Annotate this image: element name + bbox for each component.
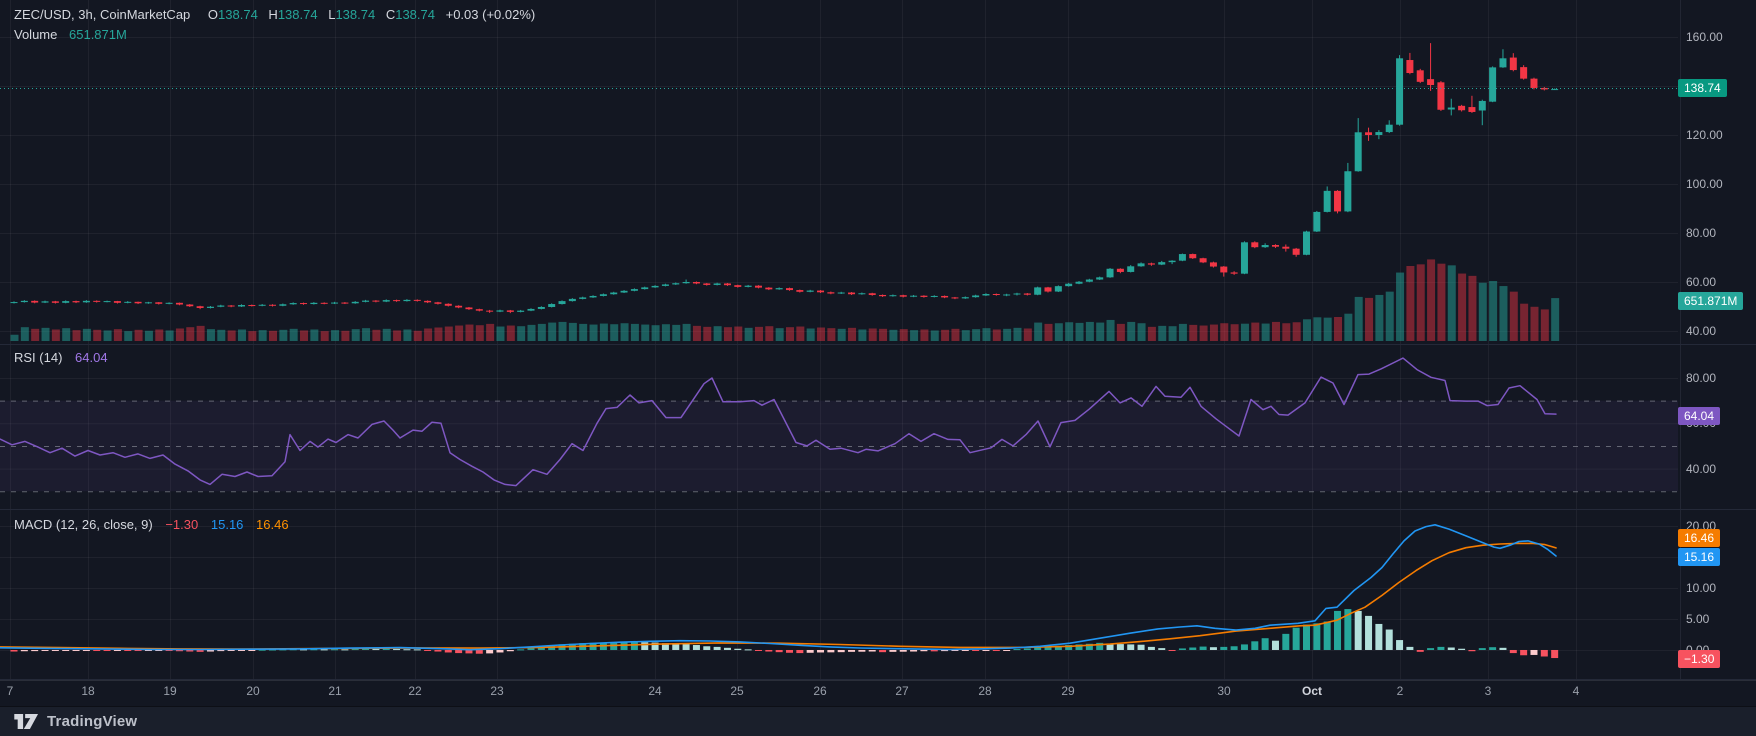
- macd-title[interactable]: MACD (12, 26, close, 9): [14, 517, 153, 532]
- rsi-legend: RSI (14) 64.04: [14, 350, 108, 365]
- time-axis-label: 22: [408, 684, 422, 698]
- pane-separator[interactable]: [0, 509, 1756, 510]
- time-axis-label: 4: [1572, 684, 1580, 698]
- price-axis-label: 60.00: [1686, 274, 1717, 289]
- price-axis-label: 80.00: [1686, 225, 1717, 240]
- pane-separator[interactable]: [0, 344, 1756, 345]
- low-label: L: [328, 7, 336, 22]
- macd-legend: MACD (12, 26, close, 9) −1.30 15.16 16.4…: [14, 517, 289, 532]
- time-axis-label: 25: [730, 684, 744, 698]
- time-axis-label: 23: [490, 684, 504, 698]
- price-axis[interactable]: [1680, 0, 1756, 680]
- time-axis-label: 30: [1217, 684, 1231, 698]
- volume-label[interactable]: Volume: [14, 27, 58, 42]
- symbol-title[interactable]: ZEC/USD, 3h, CoinMarketCap: [14, 7, 191, 22]
- rsi-badge: 64.04: [1678, 407, 1721, 425]
- last-price-badge: 138.74: [1678, 79, 1727, 97]
- macd-hist-value: −1.30: [165, 517, 199, 532]
- high-value: 138.74: [277, 7, 318, 22]
- time-axis-label: 7: [6, 684, 14, 698]
- high-label: H: [268, 7, 278, 22]
- time-axis-label: 29: [1061, 684, 1075, 698]
- volume-badge: 651.871M: [1678, 292, 1744, 310]
- macd-axis-label: 10.00: [1686, 580, 1717, 595]
- time-axis-label: 19: [163, 684, 177, 698]
- tradingview-logo-text[interactable]: TradingView: [47, 713, 138, 730]
- time-axis-label: 24: [648, 684, 662, 698]
- branding-bar: TradingView: [0, 706, 1756, 736]
- price-axis-label: 40.00: [1686, 323, 1717, 338]
- pane-separator: [0, 679, 1756, 680]
- rsi-axis-label: 40.00: [1686, 461, 1717, 476]
- time-axis-label: 3: [1484, 684, 1492, 698]
- volume-legend: Volume 651.871M: [14, 27, 127, 42]
- macd-signal-value: 16.46: [256, 517, 289, 532]
- time-axis-label: 26: [813, 684, 827, 698]
- macd-axis-label: 5.00: [1686, 611, 1710, 626]
- macd-line-badge: 15.16: [1678, 548, 1721, 566]
- symbol-legend: ZEC/USD, 3h, CoinMarketCap O138.74 H138.…: [14, 7, 535, 22]
- price-axis-label: 120.00: [1686, 127, 1723, 142]
- change-value: +0.03 (+0.02%): [445, 7, 536, 22]
- rsi-title[interactable]: RSI (14): [14, 350, 63, 365]
- price-axis-label: 100.00: [1686, 176, 1723, 191]
- close-value: 138.74: [395, 7, 435, 22]
- rsi-axis-label: 80.00: [1686, 370, 1717, 385]
- time-axis-label: Oct: [1301, 684, 1323, 698]
- tradingview-logo-icon[interactable]: [14, 712, 39, 731]
- rsi-value: 64.04: [75, 350, 108, 365]
- volume-value: 651.871M: [69, 27, 127, 42]
- time-axis-label: 28: [978, 684, 992, 698]
- open-value: 138.74: [218, 7, 258, 22]
- close-label: C: [385, 7, 396, 22]
- time-axis-label: 27: [895, 684, 909, 698]
- time-axis-label: 20: [246, 684, 260, 698]
- open-label: O: [207, 7, 219, 22]
- price-axis-label: 160.00: [1686, 29, 1723, 44]
- time-axis-label: 21: [328, 684, 342, 698]
- macd-signal-badge: 16.46: [1678, 529, 1721, 547]
- low-value: 138.74: [335, 7, 376, 22]
- time-axis-label: 18: [81, 684, 95, 698]
- time-axis[interactable]: [0, 680, 1756, 707]
- time-axis-label: 2: [1396, 684, 1404, 698]
- macd-hist-badge: −1.30: [1678, 650, 1721, 668]
- macd-line-value: 15.16: [210, 517, 244, 532]
